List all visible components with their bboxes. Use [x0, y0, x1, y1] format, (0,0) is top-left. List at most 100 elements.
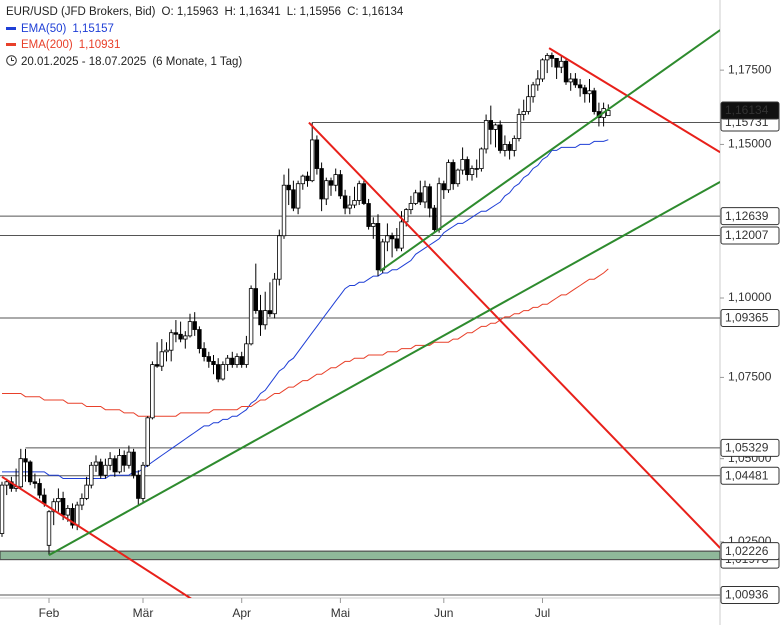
- candle-body: [258, 310, 263, 326]
- candle-body: [126, 451, 132, 466]
- candle-body: [465, 159, 470, 176]
- price-label: 1,09365: [725, 311, 769, 325]
- price-label: 1,16134: [725, 103, 769, 117]
- candle-body: [230, 357, 235, 365]
- price-box: [720, 438, 780, 457]
- candle-body: [512, 138, 517, 151]
- candle-body: [469, 168, 475, 176]
- candle-body: [286, 184, 291, 191]
- candle-body: [394, 238, 399, 249]
- candle-body: [51, 501, 56, 513]
- candle-body: [535, 78, 540, 86]
- candle-body: [436, 183, 442, 230]
- candle-body: [211, 360, 216, 365]
- legend-name: EMA(200): [21, 39, 73, 51]
- candle-body: [253, 288, 258, 311]
- candle-body: [324, 180, 329, 200]
- candle-body: [516, 114, 522, 139]
- candle-body: [328, 180, 334, 186]
- candle-body: [427, 186, 432, 209]
- candle-body: [267, 310, 273, 315]
- x-tick-label: Mai: [331, 606, 350, 620]
- trendline: [379, 29, 720, 272]
- candle-body: [103, 464, 108, 476]
- candle-body: [573, 78, 578, 86]
- candle-body: [450, 162, 456, 185]
- candle-body: [27, 461, 33, 483]
- y-tick-label: 1,17500: [728, 62, 772, 76]
- candle-body: [587, 90, 592, 95]
- candle-body: [131, 451, 136, 476]
- candle-body: [89, 464, 94, 486]
- swatch: [6, 26, 16, 30]
- candle-body: [432, 207, 437, 230]
- candle-body: [305, 175, 310, 182]
- candle-body: [474, 168, 479, 170]
- candle-body: [592, 90, 597, 112]
- candle-body: [479, 148, 484, 169]
- candle-body: [549, 55, 555, 59]
- candle-body: [46, 511, 52, 546]
- candle-body: [136, 474, 141, 499]
- candle-body: [540, 59, 545, 80]
- candle-body: [70, 507, 75, 526]
- candle-body: [178, 333, 183, 340]
- candle-body: [192, 321, 197, 330]
- trendline: [548, 47, 720, 154]
- candle-body: [309, 139, 315, 182]
- candle-body: [262, 310, 268, 326]
- price-label: 1,02226: [725, 544, 769, 558]
- x-tick-label: Apr: [232, 606, 251, 620]
- ohlc: L: 1,15956: [286, 6, 342, 18]
- candle-body: [37, 483, 42, 496]
- swatch: [6, 43, 16, 47]
- candle-body: [4, 481, 9, 486]
- candle-body: [248, 288, 254, 345]
- candle-body: [277, 235, 282, 280]
- candle-body: [239, 356, 244, 365]
- candle-body: [399, 221, 404, 249]
- price-box: [720, 542, 780, 561]
- legend-row: EMA(50) 1,15157: [6, 21, 409, 38]
- candle-body: [84, 484, 89, 499]
- candle-body: [338, 174, 343, 197]
- candle-body: [375, 223, 381, 271]
- candle-body: [497, 124, 503, 151]
- candle-body: [272, 278, 277, 315]
- candle-body: [507, 144, 512, 151]
- candle-body: [441, 183, 446, 191]
- candle-body: [460, 159, 465, 171]
- y-tick-label: 1,15000: [728, 137, 772, 151]
- candle-body: [187, 321, 193, 337]
- price-box: [720, 466, 780, 485]
- candle-body: [352, 200, 357, 206]
- candle-body: [403, 209, 409, 223]
- candle-body: [32, 481, 38, 484]
- candle-body: [65, 507, 70, 516]
- candle-body: [234, 356, 240, 365]
- candle-body: [291, 189, 296, 209]
- plot-area: [0, 29, 720, 598]
- candle-body: [154, 364, 160, 367]
- candle-body: [333, 174, 338, 186]
- candle-body: [164, 349, 169, 353]
- candle-body: [314, 139, 320, 169]
- trendline: [1, 475, 192, 598]
- legend: EUR/USD (JFD Brokers, Bid) O: 1,15963 H: 1…: [6, 4, 409, 70]
- candle-body: [201, 348, 207, 357]
- candle-body: [361, 183, 367, 204]
- legend-value: 1,15157: [72, 22, 114, 35]
- candle-body: [342, 195, 348, 209]
- candle-body: [366, 203, 371, 227]
- candle-body: [112, 458, 117, 473]
- price-label: 1,05329: [725, 441, 769, 455]
- ema-line: [2, 268, 609, 417]
- candle-body: [418, 192, 423, 203]
- candle-body: [385, 235, 390, 243]
- candle-body: [563, 60, 569, 83]
- price-box: [720, 101, 780, 120]
- zone: [0, 550, 720, 561]
- candle-body: [60, 498, 66, 516]
- candle-body: [197, 329, 202, 350]
